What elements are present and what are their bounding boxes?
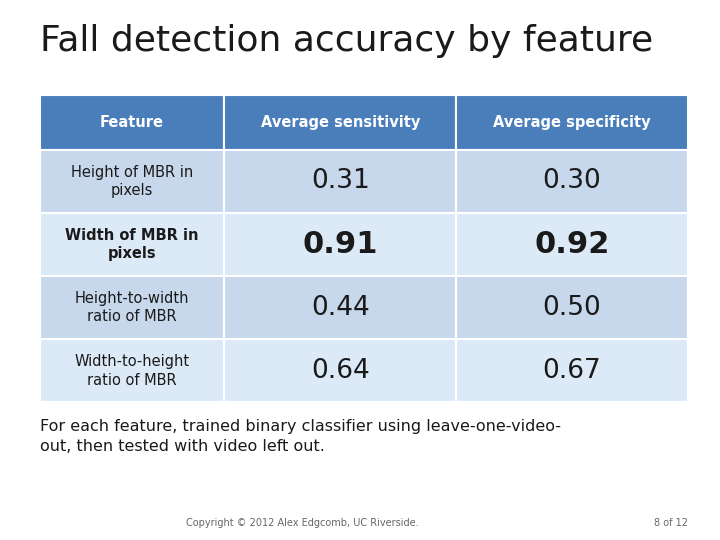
Bar bbox=[40, 339, 224, 402]
Bar bbox=[40, 150, 224, 213]
Text: 0.50: 0.50 bbox=[543, 295, 601, 321]
Bar bbox=[456, 213, 688, 276]
Text: 0.64: 0.64 bbox=[311, 358, 369, 384]
Text: Height of MBR in
pixels: Height of MBR in pixels bbox=[71, 165, 193, 198]
Text: Fall detection accuracy by feature: Fall detection accuracy by feature bbox=[40, 24, 653, 58]
Bar bbox=[40, 94, 224, 150]
Text: 0.30: 0.30 bbox=[543, 168, 601, 194]
Text: 0.92: 0.92 bbox=[534, 230, 610, 259]
Text: Feature: Feature bbox=[100, 114, 164, 130]
Text: 0.44: 0.44 bbox=[311, 295, 369, 321]
Text: Copyright © 2012 Alex Edgcomb, UC Riverside.: Copyright © 2012 Alex Edgcomb, UC Rivers… bbox=[186, 518, 419, 528]
Text: 8 of 12: 8 of 12 bbox=[654, 518, 688, 528]
Text: For each feature, trained binary classifier using leave-one-video-
out, then tes: For each feature, trained binary classif… bbox=[40, 418, 561, 454]
Text: Height-to-width
ratio of MBR: Height-to-width ratio of MBR bbox=[75, 291, 189, 325]
Bar bbox=[225, 150, 456, 213]
Text: 0.31: 0.31 bbox=[311, 168, 369, 194]
Bar bbox=[456, 276, 688, 339]
Bar bbox=[40, 276, 224, 339]
Bar bbox=[225, 276, 456, 339]
Bar bbox=[40, 213, 224, 276]
Text: 0.91: 0.91 bbox=[302, 230, 378, 259]
Text: 0.67: 0.67 bbox=[543, 358, 601, 384]
Bar bbox=[456, 150, 688, 213]
Bar bbox=[225, 94, 456, 150]
Bar bbox=[225, 213, 456, 276]
Bar bbox=[456, 94, 688, 150]
Text: Width-to-height
ratio of MBR: Width-to-height ratio of MBR bbox=[74, 354, 189, 388]
Text: Average specificity: Average specificity bbox=[493, 114, 651, 130]
Bar bbox=[456, 339, 688, 402]
Text: Average sensitivity: Average sensitivity bbox=[261, 114, 420, 130]
Text: Width of MBR in
pixels: Width of MBR in pixels bbox=[66, 228, 199, 261]
Bar bbox=[225, 339, 456, 402]
